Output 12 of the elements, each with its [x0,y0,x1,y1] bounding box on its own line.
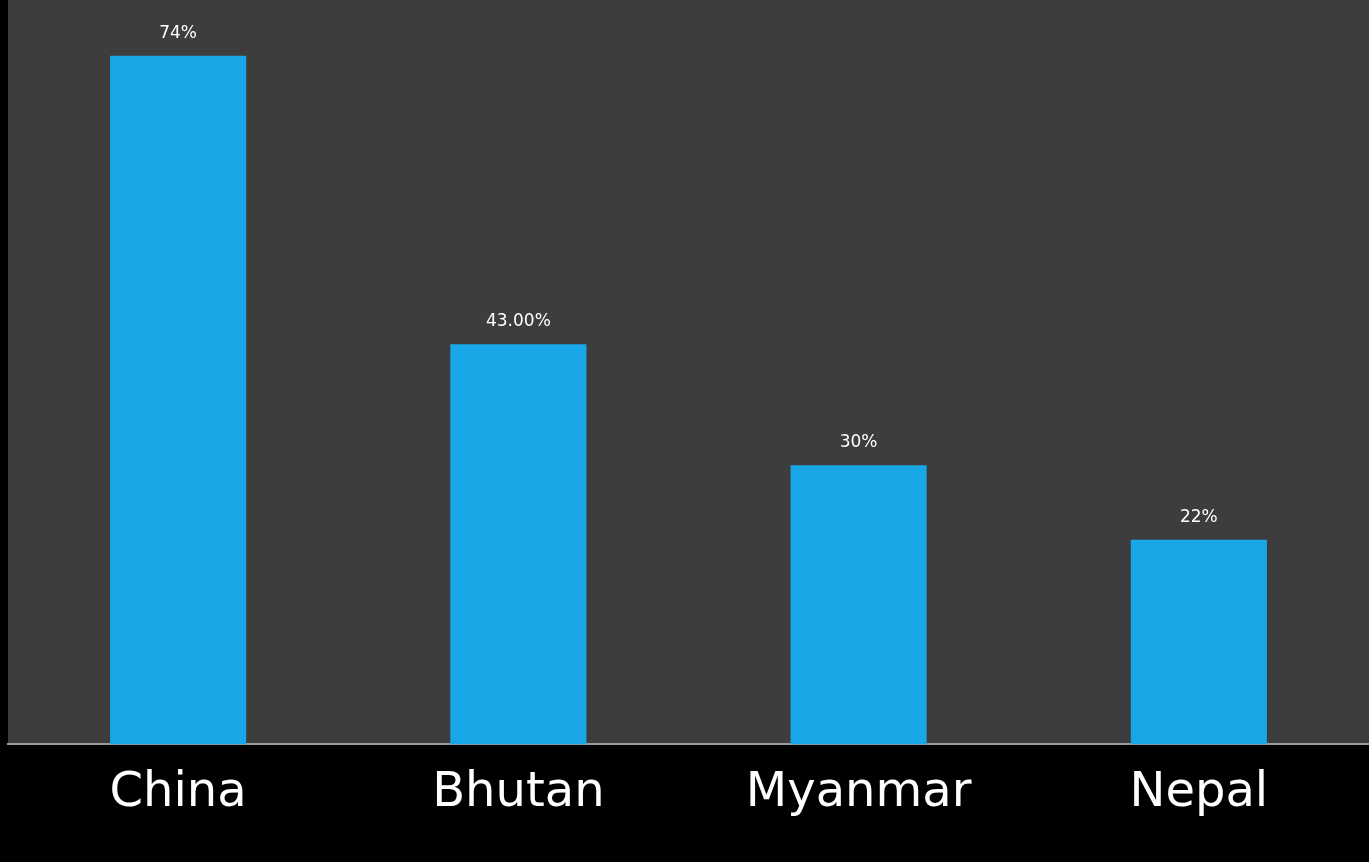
x-tick-label: China [109,760,247,817]
bar [1130,539,1267,745]
data-label: 22% [1179,505,1218,526]
data-label: 43.00% [485,310,551,331]
data-label: 30% [839,431,878,452]
x-tick-label: Myanmar [745,760,972,817]
bar [110,55,247,745]
bar [790,465,927,745]
bar [450,344,587,745]
x-tick-label: Nepal [1129,760,1269,817]
data-label: 74% [159,21,198,42]
x-tick-label: Bhutan [432,760,605,817]
